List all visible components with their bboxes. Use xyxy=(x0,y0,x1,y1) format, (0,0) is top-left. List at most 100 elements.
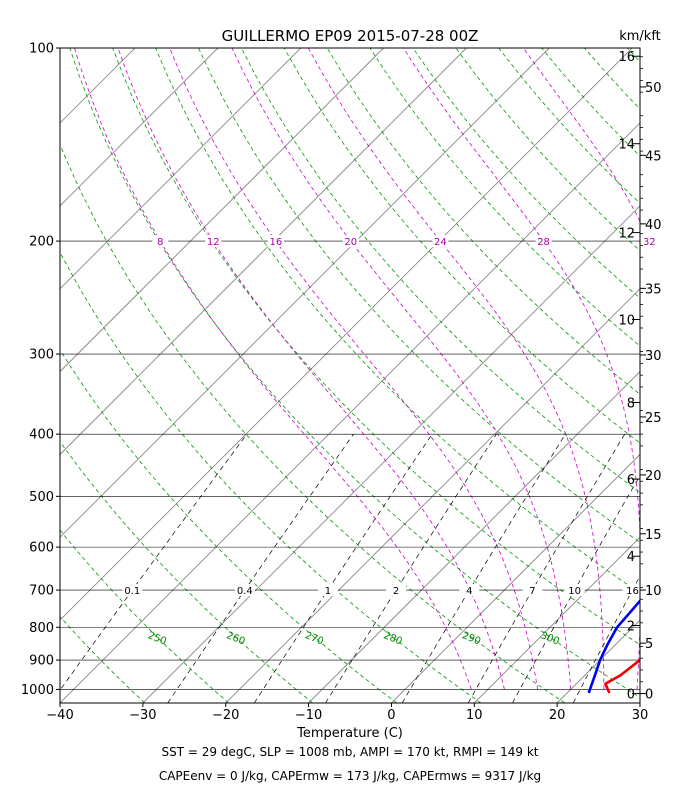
x-tick-label: −10 xyxy=(295,708,322,723)
y-tick-label: 900 xyxy=(29,654,54,669)
y-tick-label: 100 xyxy=(29,42,54,57)
mixing-ratio-line xyxy=(167,433,354,703)
mixing-ratio-lines xyxy=(60,433,640,703)
chart-title: GUILLERMO EP09 2015-07-28 00Z xyxy=(222,27,479,45)
dry-adiabat xyxy=(60,441,313,703)
kft-tick-label: 0 xyxy=(645,688,653,703)
dewpoint-profile xyxy=(587,598,640,694)
mixing-label-bg xyxy=(317,584,338,597)
dry-adiabat xyxy=(326,48,640,395)
km-tick-label: 12 xyxy=(618,227,635,242)
isotherm-line xyxy=(639,702,640,703)
isotherm-line xyxy=(60,48,136,124)
y-tick-label: 600 xyxy=(29,541,54,556)
mixing-ratio-line xyxy=(325,434,497,703)
dry-adiabat xyxy=(198,48,640,543)
moist-adiabat xyxy=(403,48,640,690)
moist-adiabat xyxy=(307,48,605,690)
y-tick-label: 800 xyxy=(29,621,54,636)
moist-label-bg xyxy=(432,235,449,248)
moist-label-bg xyxy=(205,235,222,248)
mixing-ratio-line xyxy=(512,474,640,703)
dry-adiabat xyxy=(60,349,398,703)
moist-label-bg xyxy=(535,235,552,248)
isobar-lines xyxy=(60,47,640,690)
kft-tick-label: 25 xyxy=(645,411,662,426)
moist-adiabat-label: 32 xyxy=(643,237,656,248)
moist-adiabat xyxy=(231,48,572,690)
moist-adiabat-lines xyxy=(74,48,640,690)
moist-label-bg xyxy=(641,235,658,248)
dry-adiabat-label: 290 xyxy=(460,630,482,647)
moist-adiabat-label: 12 xyxy=(207,237,220,248)
moist-adiabat xyxy=(117,48,505,690)
isotherm-line xyxy=(308,370,640,703)
isotherm-line xyxy=(60,122,640,703)
mixing-ratio-line xyxy=(467,434,625,703)
kft-tick-label: 5 xyxy=(645,637,653,652)
dry-adiabat xyxy=(455,48,640,252)
dry-adiabat xyxy=(60,616,145,703)
km-tick-label: 8 xyxy=(627,396,635,411)
x-tick-label: 10 xyxy=(466,708,483,723)
moist-adiabat-label: 16 xyxy=(269,237,282,248)
y-tick-label: 200 xyxy=(29,235,54,250)
isotherm-line xyxy=(60,48,467,456)
moist-adiabat xyxy=(74,48,472,690)
mixing-ratio-label: 0.1 xyxy=(124,586,140,597)
x-tick-label: −40 xyxy=(46,708,73,723)
mixing-ratio-label: 16 xyxy=(626,586,639,597)
moist-adiabat-label: 24 xyxy=(434,237,447,248)
x-tick-label: 20 xyxy=(549,708,566,723)
sounding-profiles xyxy=(587,598,640,694)
dry-adiabat xyxy=(60,143,566,703)
km-tick-label: 14 xyxy=(618,138,635,153)
km-tick-label: 6 xyxy=(627,473,635,488)
dry-adiabat-label: 270 xyxy=(303,630,325,647)
y-tick-label: 500 xyxy=(29,490,54,505)
isotherm-line xyxy=(473,536,640,703)
moist-adiabat xyxy=(169,48,538,690)
isotherm-line xyxy=(60,48,633,621)
x-tick-label: −30 xyxy=(129,708,156,723)
y-tick-label: 300 xyxy=(29,348,54,363)
mixing-ratio-label: 10 xyxy=(568,586,581,597)
dry-adiabat-label: 260 xyxy=(225,630,247,647)
mixing-label-bg xyxy=(234,584,255,597)
footer-line-2: CAPEenv = 0 J/kg, CAPErmw = 173 J/kg, CA… xyxy=(158,769,542,783)
right-axis-label: km/kft xyxy=(619,29,661,44)
km-tick-label: 2 xyxy=(627,620,635,635)
y-tick-label: 400 xyxy=(29,428,54,443)
dry-adiabat-label: 250 xyxy=(146,630,168,647)
kft-tick-label: 15 xyxy=(645,528,662,543)
kft-tick-label: 45 xyxy=(645,149,662,164)
isotherm-line xyxy=(391,453,640,703)
mixing-ratio-label: 7 xyxy=(529,586,535,597)
footer-line-1: SST = 29 degC, SLP = 1008 mb, AMPI = 170… xyxy=(161,745,539,759)
dry-adiabat xyxy=(60,701,61,703)
isotherm-line xyxy=(60,48,384,373)
y-tick-label: 1000 xyxy=(21,683,54,698)
mixing-label-bg xyxy=(122,584,143,597)
kft-tick-label: 20 xyxy=(645,469,662,484)
mixing-ratio-label: 1 xyxy=(325,586,331,597)
x-axis-label: Temperature (C) xyxy=(296,726,403,741)
dry-adiabat-label: 280 xyxy=(382,630,404,647)
mixing-label-bg xyxy=(622,584,643,597)
dry-adiabat xyxy=(241,48,640,493)
isotherm-line xyxy=(60,48,302,290)
kft-tick-label: 35 xyxy=(645,282,662,297)
mixing-label-bg xyxy=(564,584,585,597)
y-tick-label: 700 xyxy=(29,584,54,599)
mixing-ratio-line xyxy=(401,434,566,703)
mixing-ratio-label: 4 xyxy=(466,586,472,597)
dry-adiabat xyxy=(369,48,640,347)
dry-adiabat xyxy=(112,48,640,646)
x-tick-label: 30 xyxy=(632,708,649,723)
dry-adiabat xyxy=(670,48,700,703)
dry-adiabat xyxy=(498,48,640,204)
mixing-ratio-label: 2 xyxy=(393,586,399,597)
x-tick-label: 0 xyxy=(387,708,395,723)
